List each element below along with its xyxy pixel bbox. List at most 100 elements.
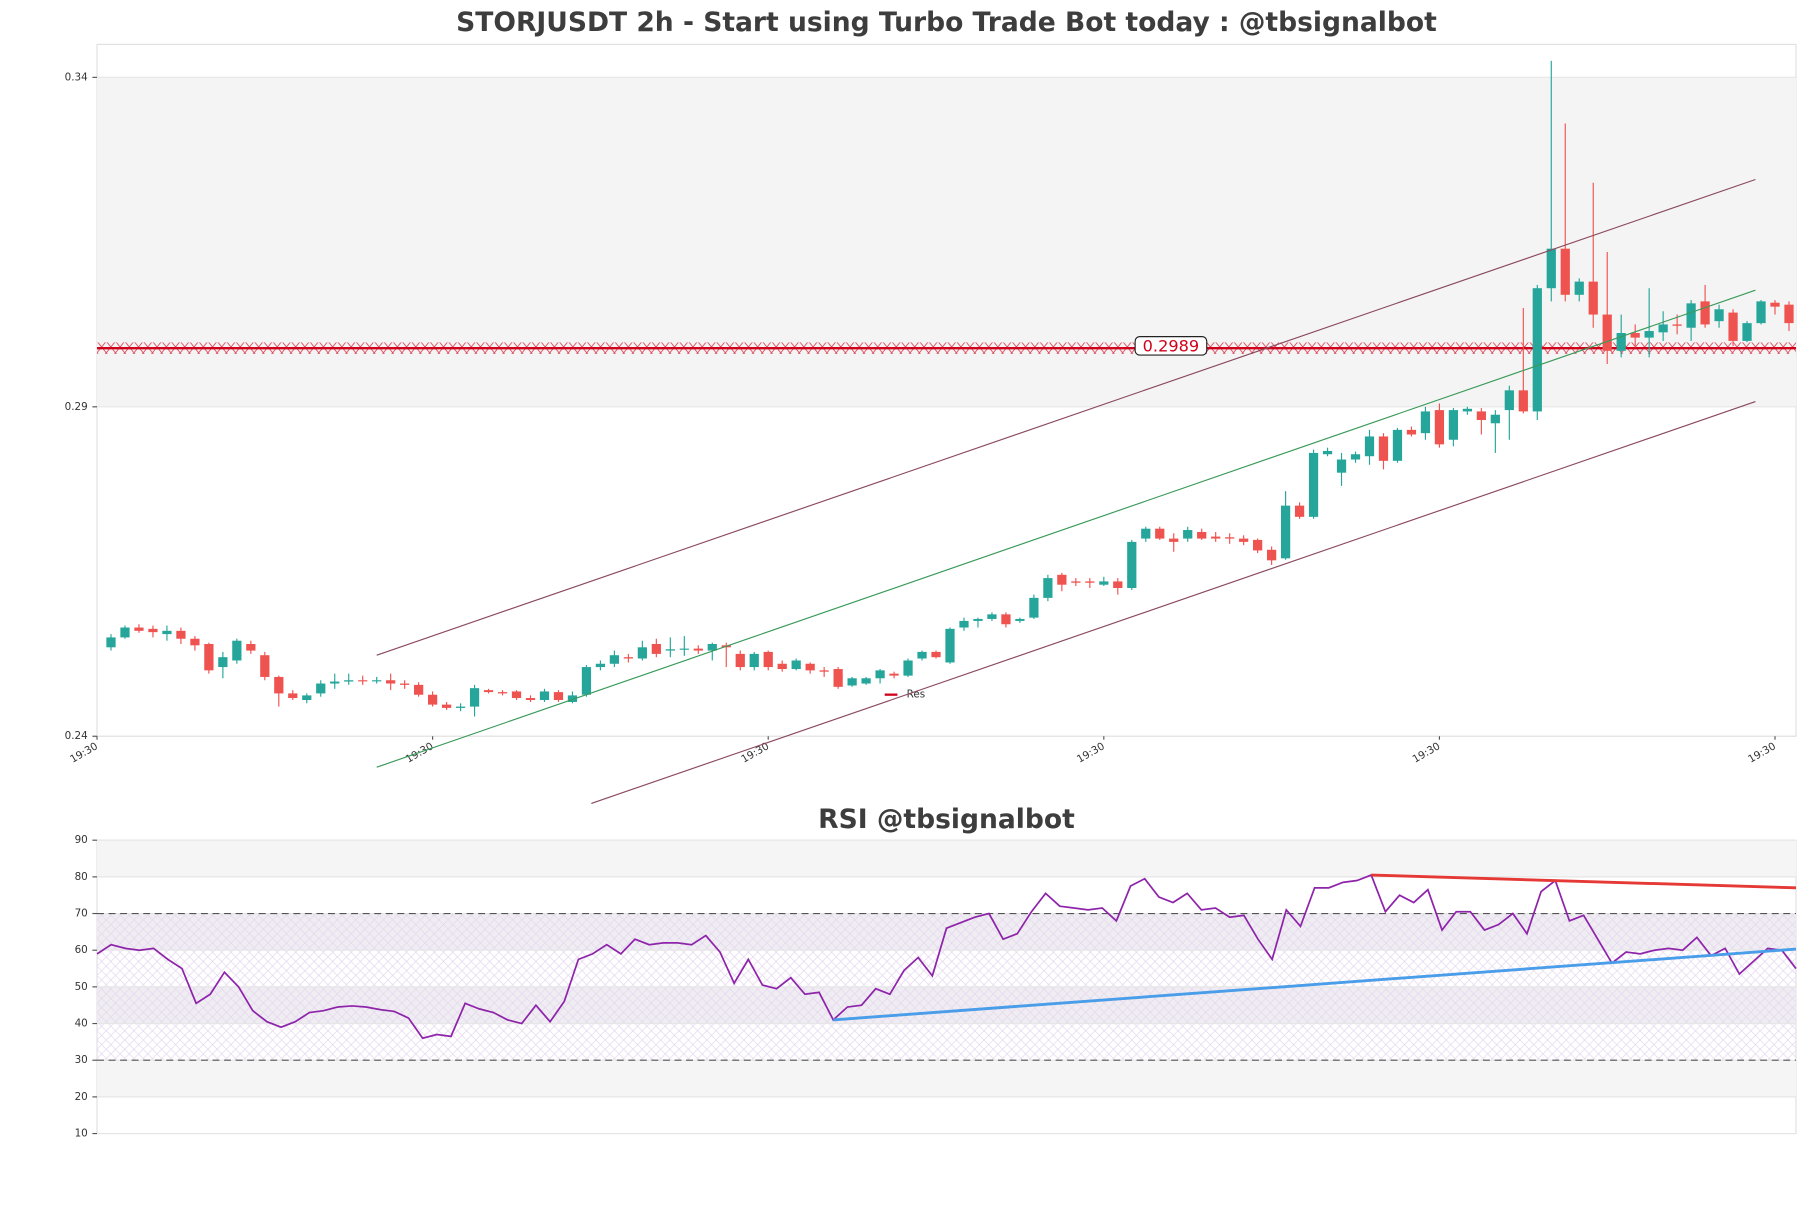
trend-line (1371, 873, 1797, 890)
candle-body (1420, 411, 1431, 434)
candle-body (819, 670, 829, 672)
candle-body (609, 655, 620, 664)
candle-body (679, 648, 689, 650)
candle-body (1392, 429, 1403, 461)
candle-body (232, 640, 242, 661)
candle-body (1113, 581, 1123, 588)
candle-body (441, 704, 452, 708)
candle-body (176, 630, 186, 639)
candle-body (414, 684, 424, 695)
candle-body (218, 657, 228, 668)
candle-body (777, 663, 787, 670)
candle-body (1336, 459, 1347, 473)
candle-body (386, 680, 396, 684)
candle-body (903, 660, 913, 676)
candle-body (1308, 452, 1319, 517)
candle-body (1266, 549, 1277, 561)
chart-title: RSI @tbsignalbot (818, 804, 1075, 835)
candle-body (372, 680, 382, 682)
candle-body (1448, 410, 1459, 440)
candle-body (260, 655, 270, 677)
candle-body (1476, 411, 1486, 420)
candle-body (1155, 528, 1165, 539)
candle-body (148, 628, 158, 633)
candle-body (1406, 429, 1417, 435)
candle-body (693, 648, 703, 651)
y-tick-label: 10 (75, 1128, 88, 1140)
y-tick-label: 90 (75, 834, 88, 846)
candle-body (595, 663, 606, 668)
candle-body (106, 637, 116, 648)
candle-body (1183, 530, 1193, 539)
candle-body (1001, 614, 1011, 625)
candle-body (190, 638, 200, 646)
candle-body (1141, 528, 1151, 539)
candle-body (344, 680, 354, 682)
candle-body (497, 692, 508, 694)
candle-body (749, 653, 759, 668)
y-tick-label: 0.34 (65, 71, 88, 83)
candle-body (525, 698, 536, 701)
trend-line (591, 400, 1756, 804)
candle-body (483, 690, 494, 693)
y-tick-label: 0.29 (65, 401, 88, 413)
candle-body (1700, 301, 1710, 325)
candle-body (1644, 331, 1654, 338)
candle-body (1434, 410, 1445, 445)
candle-body (1518, 390, 1528, 412)
y-tick-label: 50 (75, 981, 88, 993)
candle-body (400, 683, 410, 685)
candle-body (889, 673, 899, 676)
candle-body (316, 683, 326, 694)
candle-body (1280, 505, 1291, 559)
candle-body (833, 669, 843, 687)
candle-body (623, 657, 634, 659)
candle-body (358, 680, 368, 682)
trend-line (833, 947, 1797, 1022)
candle-body (539, 691, 550, 701)
candle-body (665, 649, 675, 651)
candle-body (246, 644, 256, 651)
candle-body (162, 630, 172, 635)
candle-body (1099, 581, 1109, 585)
candle-body (1211, 536, 1221, 539)
candle-body (805, 663, 815, 671)
candle-body (1756, 301, 1766, 324)
candle-body (288, 693, 298, 699)
candle-body (567, 695, 578, 702)
candle-body (1714, 309, 1724, 322)
candle-body (1490, 414, 1500, 424)
resistance-label-box (1134, 336, 1208, 356)
legend-label: Res (907, 689, 926, 701)
candle-body (1630, 333, 1640, 338)
candle-body (707, 644, 717, 651)
candle-body (917, 651, 927, 659)
candle-body (1770, 302, 1780, 307)
candle-body (1071, 581, 1081, 583)
candle-body (1253, 539, 1263, 551)
candle-body (427, 694, 438, 705)
candle-body (1169, 538, 1179, 542)
candle-body (1127, 541, 1137, 588)
candle-body (791, 660, 801, 670)
candle-body (1504, 390, 1514, 411)
y-tick-label: 80 (75, 871, 88, 883)
y-tick-label: 0.24 (65, 730, 88, 742)
candle-body (302, 695, 312, 701)
candle-body (1239, 538, 1249, 542)
candle-body (763, 651, 773, 668)
chart-title: STORJUSDT 2h - Start using Turbo Trade B… (456, 7, 1437, 38)
candle-body (1728, 312, 1738, 341)
candle-body (1784, 304, 1794, 324)
candle-body (1672, 324, 1682, 326)
candle-body (1364, 436, 1375, 457)
candle-body (581, 667, 592, 695)
y-tick-label: 60 (75, 944, 88, 956)
candle-body (973, 618, 983, 621)
candle-body (120, 627, 130, 638)
candle-body (1057, 574, 1067, 585)
candle-body (1742, 323, 1752, 341)
candle-body (553, 692, 564, 701)
